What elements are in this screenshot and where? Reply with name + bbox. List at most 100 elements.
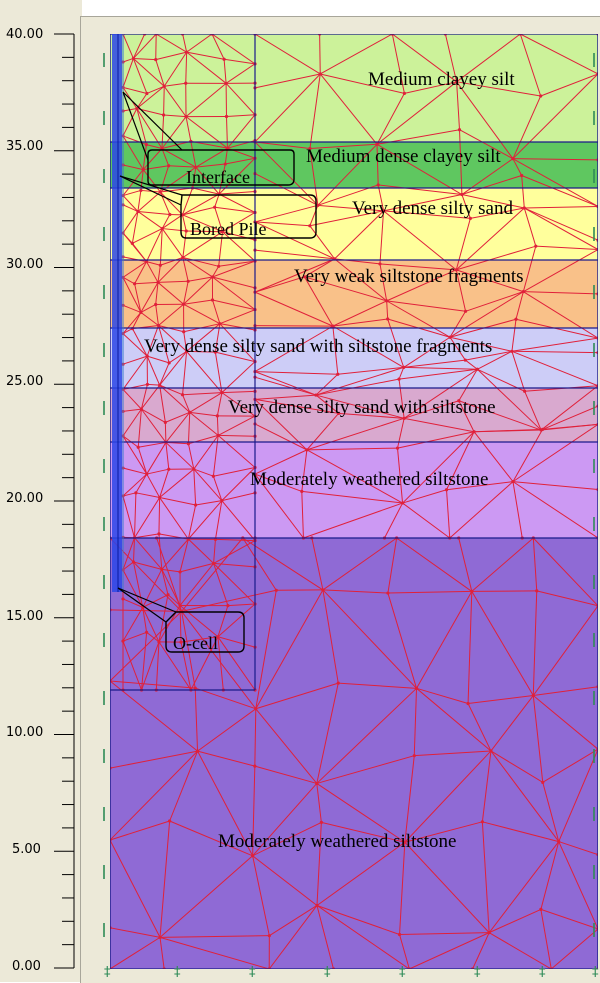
- mesh-node: [154, 58, 157, 61]
- mesh-node: [212, 475, 215, 478]
- mesh-node: [164, 421, 167, 424]
- mesh-node: [178, 570, 181, 573]
- mesh-node: [305, 448, 308, 451]
- ruler-labels: 40.00 35.00 30.00 25.00 20.00 15.00 10.0…: [6, 27, 43, 974]
- mesh-node: [168, 361, 171, 364]
- mesh-node: [211, 275, 214, 278]
- mesh-node: [136, 210, 139, 213]
- mesh-node: [415, 687, 418, 690]
- mesh-node: [336, 373, 339, 376]
- mesh-node: [321, 588, 324, 591]
- mesh-node: [413, 754, 416, 757]
- mesh-node: [133, 282, 136, 285]
- fixity-marker: ‡: [249, 965, 256, 980]
- mesh-node: [331, 325, 334, 328]
- mesh-node: [464, 358, 467, 361]
- mesh-node: [158, 496, 161, 499]
- mesh-node: [121, 640, 124, 643]
- mesh-node: [557, 840, 560, 843]
- mesh-node: [316, 204, 319, 207]
- mesh-node: [523, 390, 526, 393]
- mesh-node: [145, 92, 148, 95]
- mesh-node: [224, 162, 227, 165]
- mesh-node: [159, 190, 162, 193]
- mesh-node: [184, 82, 187, 85]
- mesh-node: [156, 281, 159, 284]
- mesh-node: [541, 428, 544, 431]
- mesh-node: [541, 781, 544, 784]
- mesh-edge: [320, 34, 321, 74]
- fixity-marker: ‡: [174, 965, 181, 980]
- mesh-node: [167, 164, 170, 167]
- mesh-node: [220, 391, 223, 394]
- mesh-node: [121, 597, 124, 600]
- mesh-node: [140, 408, 143, 411]
- layer-label-8: Moderately weathered siltstone: [218, 831, 456, 852]
- mesh-node: [534, 245, 537, 248]
- tick-label-40: 40.00: [6, 27, 43, 42]
- mesh-node: [131, 242, 134, 245]
- tick-label-35: 35.00: [6, 139, 43, 154]
- mesh-node: [402, 366, 405, 369]
- mesh-node: [226, 147, 229, 150]
- tick-label-10: 10.00: [6, 725, 43, 740]
- mesh-node: [251, 854, 254, 857]
- layer-label-7: Moderately weathered siltstone: [250, 469, 488, 490]
- mesh-node: [320, 821, 323, 824]
- mesh-node: [194, 503, 197, 506]
- mesh-node: [158, 384, 161, 387]
- mesh-node: [220, 499, 223, 502]
- mesh-node: [187, 442, 190, 445]
- mesh-edge: [472, 591, 537, 592]
- tick-label-0: 0.00: [12, 959, 41, 974]
- layer-label-4: Very weak siltstone fragments: [294, 266, 524, 287]
- callout-o-cell-label: O-cell: [173, 633, 218, 653]
- mesh-node: [319, 72, 322, 75]
- mesh-node: [181, 393, 184, 396]
- soil-layers: [110, 34, 598, 969]
- mesh-edge: [164, 86, 165, 115]
- mesh-node: [225, 115, 228, 118]
- mesh-node: [163, 85, 166, 88]
- mesh-node: [511, 480, 514, 483]
- fixity-marker: ‡: [474, 965, 481, 980]
- mesh-node: [168, 819, 171, 822]
- mesh-node: [398, 933, 401, 936]
- mesh-node: [401, 501, 404, 504]
- mesh-node: [268, 934, 271, 937]
- bored-pile: [112, 34, 123, 592]
- tick-label-30: 30.00: [6, 257, 43, 272]
- mesh-node: [182, 330, 185, 333]
- mesh-node: [511, 157, 514, 160]
- mesh-node: [532, 694, 535, 697]
- fixity-marker: ‡: [104, 965, 111, 980]
- mesh-node: [476, 368, 479, 371]
- mesh-node: [488, 931, 491, 934]
- mesh-node: [254, 707, 257, 710]
- mesh-node: [275, 589, 278, 592]
- mesh-node: [223, 58, 226, 61]
- mesh-node: [386, 591, 389, 594]
- mesh-node: [523, 206, 526, 209]
- mesh-node: [182, 303, 185, 306]
- mesh-node: [385, 299, 388, 302]
- mesh-node: [142, 168, 145, 171]
- mesh-edge: [165, 422, 166, 442]
- mesh-node: [315, 782, 318, 785]
- mesh-node: [160, 568, 163, 571]
- tick-label-25: 25.00: [6, 374, 43, 389]
- mesh-node: [218, 322, 221, 325]
- mesh-node: [181, 256, 184, 259]
- mesh-node: [145, 631, 148, 634]
- mesh-node: [458, 128, 461, 131]
- callout-interface-label: Interface: [186, 167, 250, 187]
- mesh-node: [159, 264, 162, 267]
- mesh-node: [464, 310, 467, 313]
- tick-label-5: 5.00: [12, 842, 41, 857]
- mesh-node: [535, 589, 538, 592]
- mesh-node: [168, 213, 171, 216]
- fixity-marker: ‡: [592, 965, 599, 980]
- mesh-node: [196, 750, 199, 753]
- mesh-node: [212, 562, 215, 565]
